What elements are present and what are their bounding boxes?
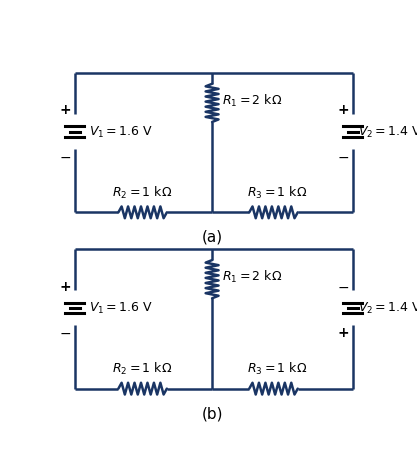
Text: $R_2 = 1$ kΩ: $R_2 = 1$ kΩ <box>113 184 173 200</box>
Text: +: + <box>337 326 349 339</box>
Text: $-$: $-$ <box>59 326 71 339</box>
Text: +: + <box>337 103 349 117</box>
Text: $V_1 = 1.6$ V: $V_1 = 1.6$ V <box>89 125 153 140</box>
Text: (b): (b) <box>201 406 223 420</box>
Text: +: + <box>59 103 71 117</box>
Text: $R_1 = 2$ kΩ: $R_1 = 2$ kΩ <box>222 93 283 109</box>
Text: $-$: $-$ <box>337 149 349 163</box>
Text: $V_2 = 1.4$ V: $V_2 = 1.4$ V <box>357 125 417 140</box>
Text: $R_1 = 2$ kΩ: $R_1 = 2$ kΩ <box>222 268 283 285</box>
Text: $R_3 = 1$ kΩ: $R_3 = 1$ kΩ <box>246 360 307 377</box>
Text: $V_1 = 1.6$ V: $V_1 = 1.6$ V <box>89 301 153 316</box>
Text: $V_2 = 1.4$ V: $V_2 = 1.4$ V <box>357 301 417 316</box>
Text: +: + <box>59 279 71 293</box>
Text: $-$: $-$ <box>59 149 71 163</box>
Text: $R_2 = 1$ kΩ: $R_2 = 1$ kΩ <box>113 360 173 377</box>
Text: (a): (a) <box>201 229 223 244</box>
Text: $-$: $-$ <box>337 279 349 293</box>
Text: $R_3 = 1$ kΩ: $R_3 = 1$ kΩ <box>246 184 307 200</box>
